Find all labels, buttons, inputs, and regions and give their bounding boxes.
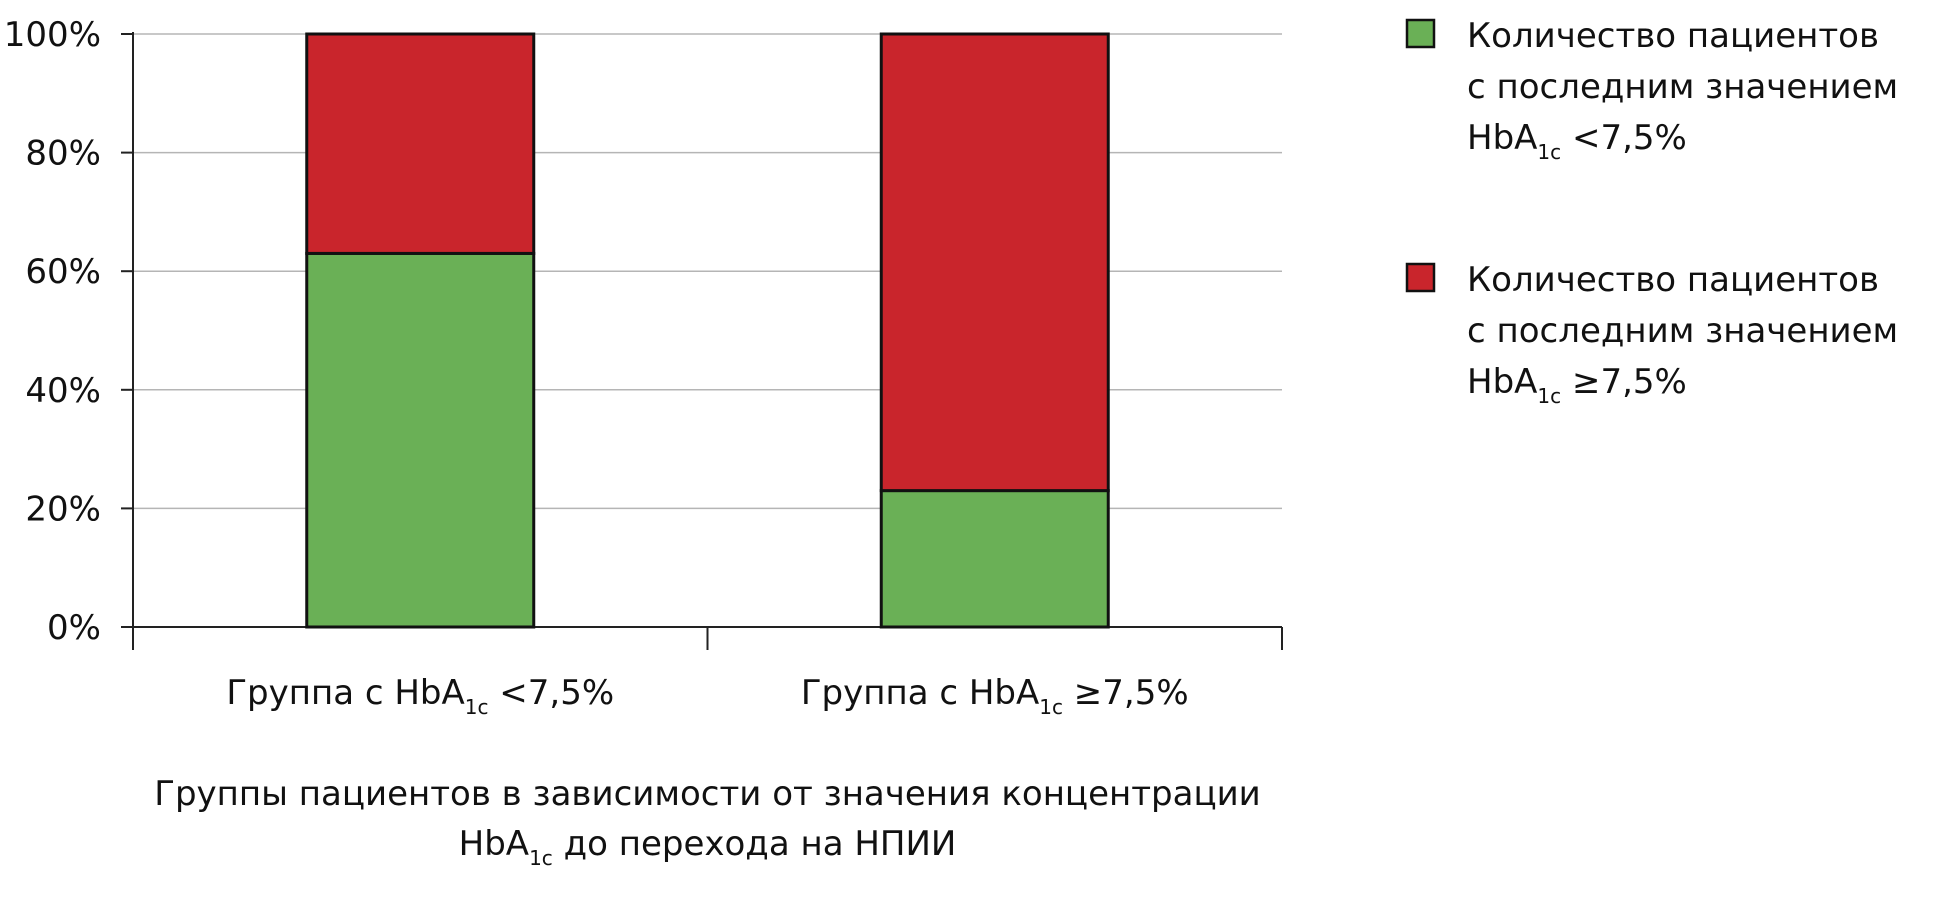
text-segment: до перехода на НПИИ — [553, 824, 957, 864]
bar-segment — [879, 489, 1110, 629]
text-segment: с последним значением — [1467, 311, 1898, 351]
legend-swatch — [1405, 262, 1436, 293]
x-axis-label: HbA1c до перехода на НПИИ — [459, 824, 957, 870]
y-tick-label: 80% — [25, 134, 101, 174]
y-tick-label: 60% — [25, 252, 101, 292]
text-segment: Количество пациентов — [1467, 260, 1879, 300]
text-segment: 1c — [1537, 384, 1561, 408]
legend-label: с последним значением — [1467, 67, 1898, 107]
text-segment: <7,5% — [1561, 118, 1687, 158]
text-segment: ≥7,5% — [1063, 673, 1189, 713]
x-tick-label: Группа с HbA1c ≥7,5% — [801, 673, 1189, 719]
text-segment: HbA — [1467, 118, 1537, 158]
y-tick-label: 20% — [25, 489, 101, 529]
bar-segment — [305, 251, 536, 629]
text-segment: <7,5% — [489, 673, 615, 713]
text-segment: ≥7,5% — [1561, 362, 1687, 402]
text-segment: Количество пациентов — [1467, 16, 1879, 56]
y-tick-label: 40% — [25, 371, 101, 411]
text-segment: 1c — [1537, 140, 1561, 164]
bar-segment — [305, 32, 536, 255]
legend-label: Количество пациентов — [1467, 260, 1879, 300]
y-tick-label: 100% — [4, 15, 101, 55]
text-segment: HbA — [1467, 362, 1537, 402]
legend-swatch — [1405, 18, 1436, 49]
legend-label: HbA1c <7,5% — [1467, 118, 1687, 164]
x-axis-label: Группы пациентов в зависимости от значен… — [154, 774, 1261, 814]
text-segment: 1c — [1039, 695, 1063, 719]
text-segment: 1c — [465, 695, 489, 719]
x-tick-label: Группа с HbA1c <7,5% — [226, 673, 614, 719]
text-segment: HbA — [459, 824, 529, 864]
bar-segment — [879, 32, 1110, 493]
y-tick-label: 0% — [47, 608, 101, 648]
text-segment: Группы пациентов в зависимости от значен… — [154, 774, 1261, 814]
text-segment: Группа с HbA — [226, 673, 464, 713]
legend-label: с последним значением — [1467, 311, 1898, 351]
legend-label: Количество пациентов — [1467, 16, 1879, 56]
text-segment: Группа с HbA — [801, 673, 1039, 713]
text-segment: с последним значением — [1467, 67, 1898, 107]
legend-label: HbA1c ≥7,5% — [1467, 362, 1687, 408]
text-segment: 1c — [529, 846, 553, 870]
